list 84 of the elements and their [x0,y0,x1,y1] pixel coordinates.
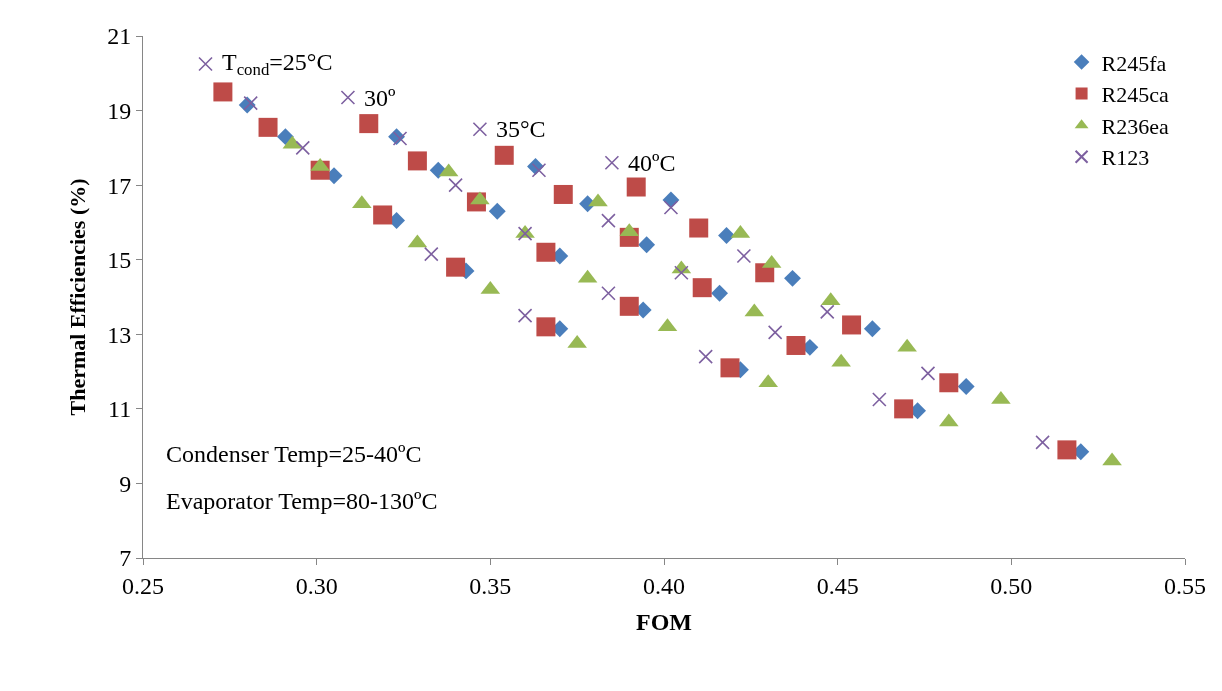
point [494,145,514,165]
point [638,236,656,254]
point [1057,440,1077,460]
legend-label: R236ea [1101,113,1170,139]
point [423,246,439,262]
y-tick-label: 13 [107,321,132,348]
point [939,413,959,427]
point [604,155,620,171]
x-tick-label: 0.40 [643,572,685,599]
point [957,378,975,395]
point [488,202,506,220]
y-tick-label: 7 [119,545,132,572]
point [842,315,862,335]
point [553,184,573,204]
point [863,320,881,338]
point [407,151,427,171]
point [243,95,258,111]
x-tick-label: 0.25 [122,572,164,599]
point [340,90,356,105]
annotation: T$_{cond}$=25°C [222,49,333,80]
point [1102,452,1122,466]
x-tick-label: 0.30 [295,572,338,599]
y-axis-title: Thermal Efficiencies (%) [65,178,90,416]
point [446,257,466,277]
x-tick-label: 0.35 [469,572,512,599]
point [258,117,278,137]
point [819,304,835,320]
legend-label: R245fa [1101,50,1167,76]
point [626,177,646,197]
point [894,399,914,419]
point [698,349,713,364]
annotation: Condenser Temp=25-40ºC [166,441,422,467]
point [470,191,490,205]
point [601,213,616,228]
point [831,353,851,367]
point [295,140,311,156]
annotation: 30º [364,85,396,111]
point [786,335,806,355]
point [472,121,488,137]
point [920,366,936,381]
point [359,114,379,134]
point [213,82,233,102]
x-axis-title: FOM [636,609,692,636]
point [373,205,393,225]
point [276,128,294,146]
point [872,392,887,407]
point [619,296,639,316]
point [663,200,679,215]
y-tick-label: 9 [119,470,132,497]
x-tick-label: 0.45 [816,572,859,599]
point [720,358,740,378]
point [939,373,959,393]
point [767,325,783,340]
point [689,218,709,238]
point [674,265,689,281]
annotation: Evaporator Temp=80-130ºC [166,488,438,514]
point [588,193,608,207]
x-tick-label: 0.55 [1164,572,1206,599]
point [784,269,801,287]
x-tick-label: 0.50 [990,572,1033,599]
y-tick-label: 21 [107,23,132,50]
y-tick-label: 19 [107,97,132,124]
point [711,284,729,302]
annotation: 40ºC [628,150,676,176]
point [536,317,556,337]
point [601,285,616,301]
point [736,248,752,264]
point [1035,435,1050,450]
legend-label: R123 [1101,145,1150,171]
legend-label: R245ca [1101,82,1170,108]
point [536,242,556,262]
point [718,227,735,244]
point [448,177,463,193]
annotation: 35°C [496,116,546,142]
point [352,195,372,209]
point [198,56,213,72]
point [692,278,712,298]
point [517,308,533,323]
y-tick-label: 17 [107,172,132,199]
point [392,131,408,146]
y-tick-label: 11 [108,396,132,423]
y-tick-label: 15 [107,247,132,274]
point [897,338,917,352]
point [531,162,547,178]
